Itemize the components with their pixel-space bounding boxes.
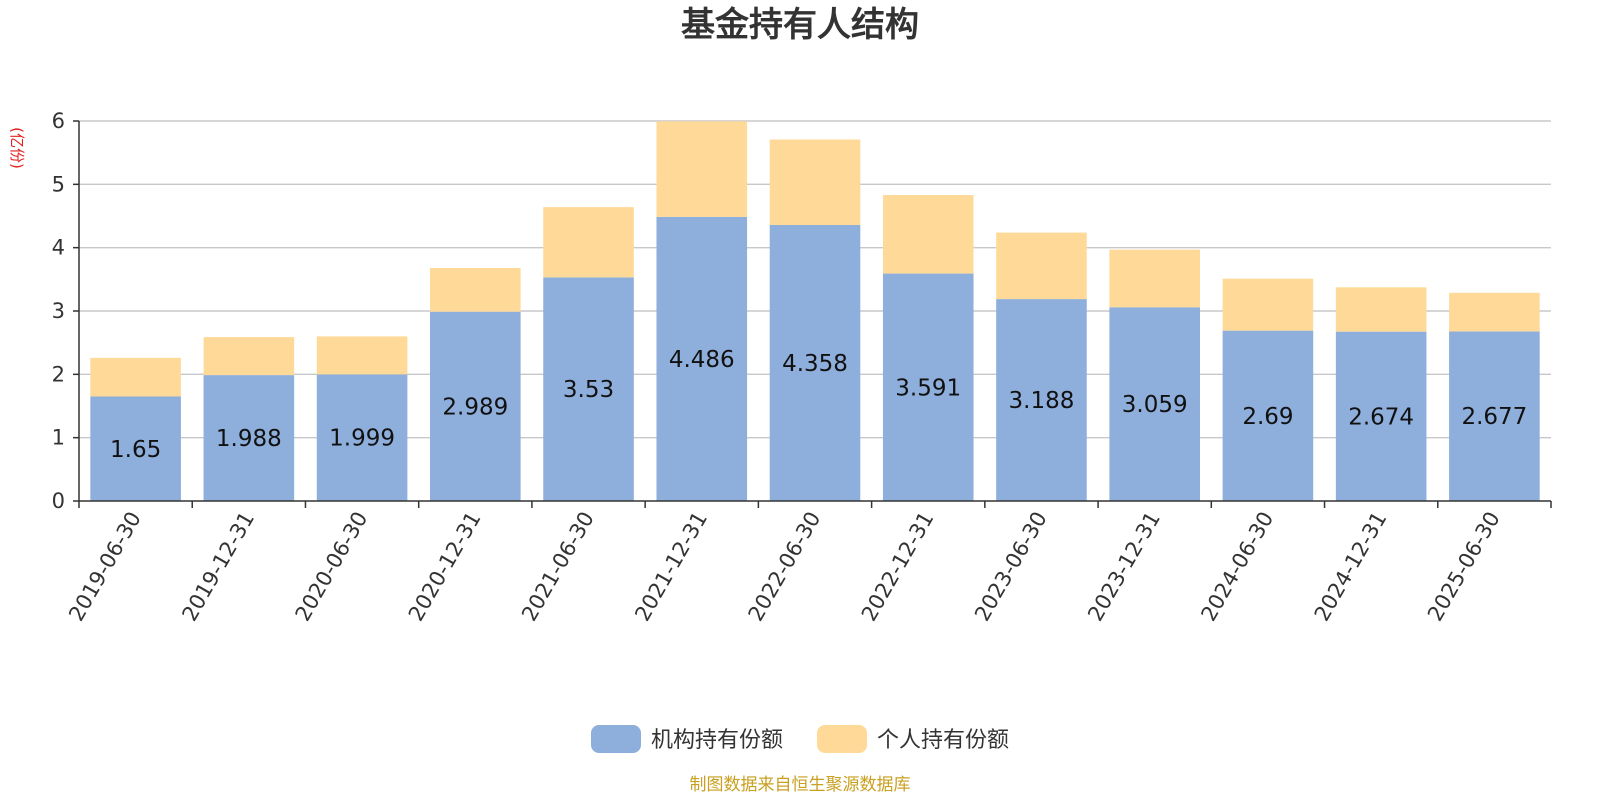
legend-label: 机构持有份额 — [651, 728, 783, 753]
x-tick-label: 2021-12-31 — [630, 508, 712, 626]
bar-value-label: 4.358 — [782, 351, 848, 377]
source-note: 制图数据来自恒生聚源数据库 — [690, 775, 911, 795]
bar-individual — [203, 337, 295, 376]
bar-institutional — [769, 224, 861, 501]
bar-value-label: 1.999 — [329, 426, 395, 452]
data-labels: 1.65 1.988 1.999 2.989 3.53 4.486 4.358 3.591 3.… — [110, 347, 1527, 463]
x-tick-label: 2023-06-30 — [970, 508, 1052, 626]
x-tick-label: 2022-06-30 — [744, 508, 826, 626]
legend-label: 个人持有份额 — [877, 728, 1009, 753]
x-tick-label: 2023-12-31 — [1083, 508, 1165, 626]
bar-individual — [882, 195, 974, 274]
bar-institutional — [543, 277, 634, 501]
bar-value-label: 2.674 — [1348, 404, 1414, 430]
bar-value-label: 2.677 — [1461, 404, 1527, 430]
bar-individual — [769, 139, 861, 225]
bar-institutional — [316, 374, 408, 501]
bar-individual — [1222, 278, 1314, 331]
y-tick-label: 5 — [52, 172, 65, 196]
bar-marks — [90, 121, 1540, 502]
legend-swatch — [817, 725, 867, 753]
bar-institutional — [203, 375, 295, 501]
bar-value-label: 3.059 — [1122, 392, 1188, 418]
bar-value-label: 1.65 — [110, 437, 161, 463]
legend-swatch — [591, 725, 641, 753]
y-tick-label: 6 — [52, 109, 65, 133]
y-tick-label: 0 — [52, 489, 65, 513]
x-tick-label: 2024-12-31 — [1310, 508, 1392, 626]
x-tick-label: 2025-06-30 — [1423, 508, 1505, 626]
bar-individual — [430, 267, 521, 312]
bar-institutional — [996, 299, 1087, 501]
bar-institutional — [1222, 330, 1314, 501]
bar-individual — [656, 121, 748, 217]
y-tick-label: 3 — [52, 299, 65, 323]
y-axis-unit-label: (亿份) — [8, 127, 26, 169]
bar-institutional — [1335, 331, 1427, 501]
bar-institutional — [1449, 331, 1540, 501]
y-tick-label: 1 — [52, 426, 65, 450]
bar-value-label: 3.591 — [895, 375, 961, 401]
bar-institutional — [1109, 307, 1200, 501]
x-tick-label: 2021-06-30 — [517, 508, 599, 626]
bar-value-label: 1.988 — [216, 426, 282, 452]
bar-institutional — [882, 273, 974, 501]
bar-value-label: 4.486 — [669, 347, 735, 373]
y-tick-label: 4 — [52, 236, 65, 260]
bar-value-label: 2.989 — [442, 394, 508, 420]
chart-title: 基金持有人结构 — [681, 5, 919, 45]
x-tick-label: 2019-06-30 — [64, 508, 146, 626]
bar-individual — [1335, 287, 1427, 332]
bar-institutional — [656, 216, 748, 502]
y-tick-label: 2 — [52, 362, 65, 386]
bar-individual — [90, 357, 181, 397]
bar-value-label: 2.69 — [1242, 404, 1293, 430]
x-tick-label: 2020-06-30 — [291, 508, 373, 626]
bar-individual — [1109, 249, 1200, 308]
x-tick-label: 2022-12-31 — [857, 508, 939, 626]
bar-value-label: 3.188 — [1009, 388, 1075, 414]
x-tick-label: 2024-06-30 — [1196, 508, 1278, 626]
bar-value-label: 3.53 — [563, 377, 614, 403]
bar-individual — [996, 232, 1087, 300]
bar-individual — [316, 336, 408, 375]
bar-institutional — [90, 396, 181, 501]
bar-institutional — [430, 311, 521, 501]
bar-individual — [543, 207, 634, 278]
legend: 机构持有份额 个人持有份额 — [591, 725, 1009, 753]
bar-individual — [1449, 292, 1540, 332]
x-tick-label: 2020-12-31 — [404, 508, 486, 626]
x-tick-label: 2019-12-31 — [177, 508, 259, 626]
